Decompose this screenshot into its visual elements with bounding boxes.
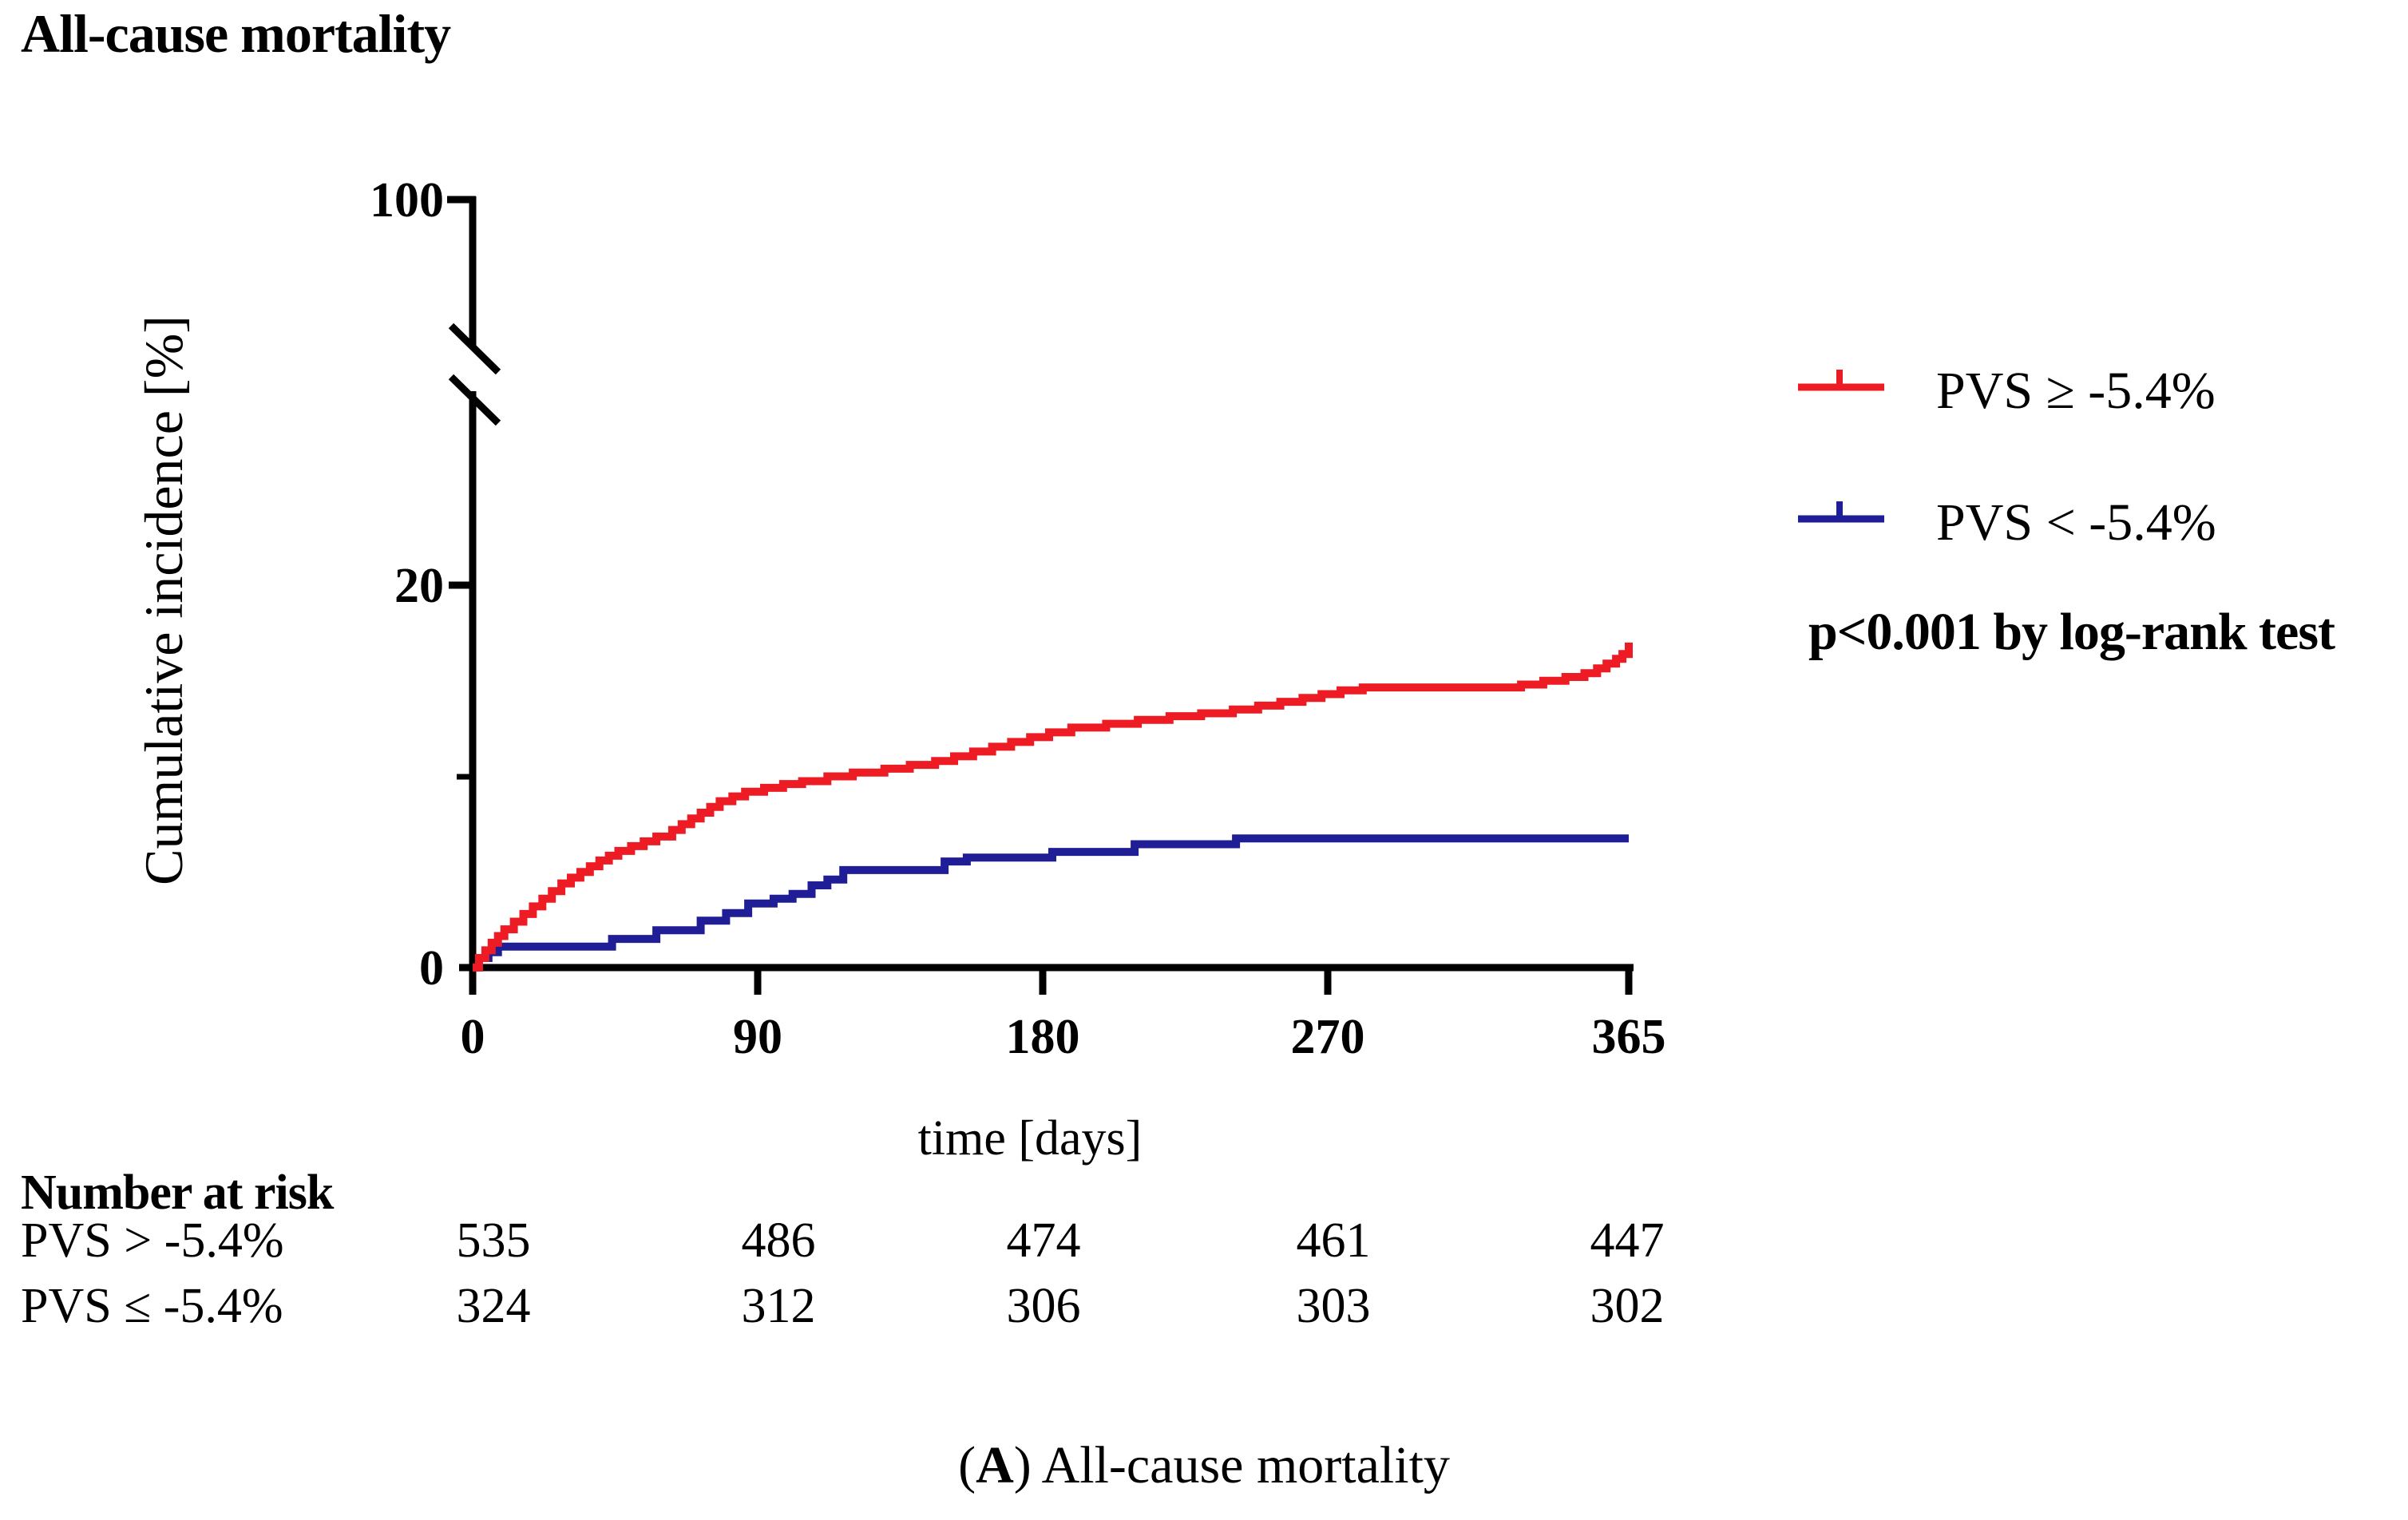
x-tick-label-270: 270 bbox=[1290, 1010, 1365, 1064]
risk-cell: 324 bbox=[456, 1279, 531, 1333]
axis-break-slash-lower bbox=[448, 374, 501, 426]
log-rank-p-value: p<0.001 by log-rank test bbox=[1808, 603, 2335, 661]
caption-text: ) All-cause mortality bbox=[1013, 1436, 1450, 1494]
y-tick-label-100: 100 bbox=[370, 173, 444, 228]
risk-row-label-blue: PVS ≤ -5.4% bbox=[21, 1279, 283, 1333]
caption-open-paren: ( bbox=[958, 1436, 976, 1494]
risk-cell: 486 bbox=[741, 1213, 816, 1268]
x-tick-label-180: 180 bbox=[1005, 1010, 1080, 1064]
risk-cell: 306 bbox=[1006, 1279, 1081, 1333]
legend-marker-blue bbox=[1798, 501, 1884, 523]
curve-blue bbox=[473, 834, 1629, 972]
caption-panel-letter: A bbox=[976, 1436, 1014, 1494]
legend-marker-red bbox=[1798, 370, 1884, 391]
risk-cell: 474 bbox=[1006, 1213, 1081, 1268]
risk-table-header: Number at risk bbox=[21, 1166, 334, 1220]
risk-cell: 461 bbox=[1296, 1213, 1371, 1268]
y-tick-label-0: 0 bbox=[419, 941, 444, 996]
figure-caption: (A) All-cause mortality bbox=[0, 1437, 2408, 1494]
risk-cell: 447 bbox=[1590, 1213, 1665, 1268]
y-tick-label-20: 20 bbox=[394, 559, 444, 613]
risk-cell: 312 bbox=[741, 1279, 816, 1333]
legend-label-blue: PVS < -5.4% bbox=[1936, 493, 2216, 552]
x-tick-label-365: 365 bbox=[1591, 1010, 1666, 1064]
risk-row-label-red: PVS > -5.4% bbox=[21, 1213, 284, 1268]
curve-red bbox=[473, 642, 1633, 972]
risk-cell: 535 bbox=[456, 1213, 531, 1268]
y-axis-label: Cumulative incidence [%] bbox=[133, 315, 194, 885]
x-axis-label: time [days] bbox=[917, 1111, 1143, 1166]
x-tick-label-0: 0 bbox=[460, 1010, 485, 1064]
legend-label-red: PVS ≥ -5.4% bbox=[1936, 362, 2216, 420]
risk-cell: 303 bbox=[1296, 1279, 1371, 1333]
axis-break-slash-upper bbox=[448, 323, 501, 375]
x-tick-label-90: 90 bbox=[733, 1010, 782, 1064]
figure-title: All-cause mortality bbox=[21, 3, 451, 64]
survival-curves bbox=[473, 642, 1633, 972]
risk-cell: 302 bbox=[1590, 1279, 1665, 1333]
